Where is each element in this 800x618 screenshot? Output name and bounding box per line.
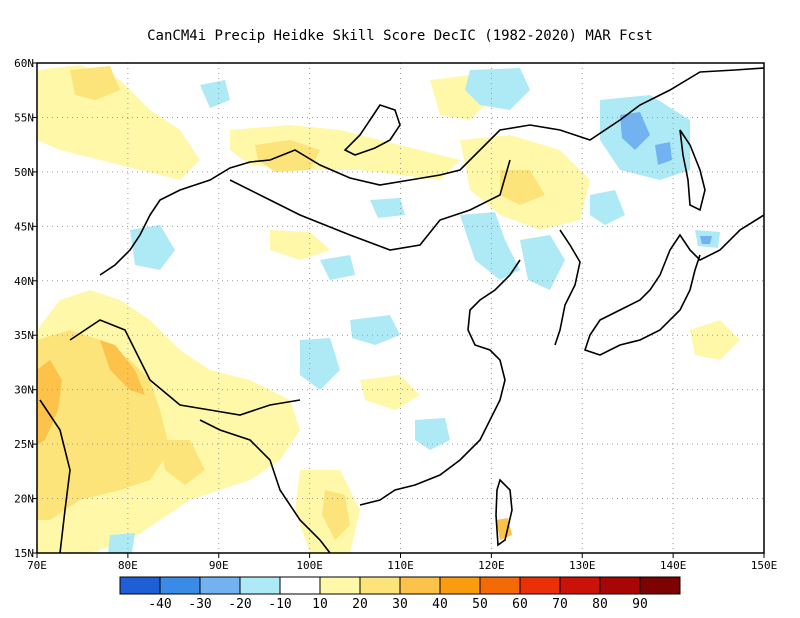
colorbar-swatch — [239, 576, 281, 595]
coastline-outline — [39, 67, 764, 553]
lon-tick-label: 80E — [118, 559, 138, 572]
colorbar-label: -40 — [148, 597, 171, 612]
country-border — [69, 319, 301, 416]
positive-skill-region — [360, 375, 420, 410]
colorbar-swatch — [199, 576, 241, 595]
coastline — [583, 214, 764, 356]
colorbar-swatch — [639, 576, 681, 595]
lon-tick-label: 130E — [569, 559, 596, 572]
coastline — [99, 67, 764, 276]
colorbar-label: 50 — [472, 597, 488, 612]
colorbar-swatch — [279, 576, 321, 595]
lon-tick-label: 100E — [296, 559, 323, 572]
positive-skill-region — [690, 320, 740, 360]
colorbar: -40 -30 -20 -10 10 20 30 40 50 60 70 80 90 — [119, 576, 681, 612]
colorbar-swatch — [559, 576, 601, 595]
lat-tick-label: 35N — [14, 329, 34, 342]
lon-tick-label: 140E — [660, 559, 687, 572]
lat-tick-label: 30N — [14, 384, 34, 397]
lat-tick-label: 45N — [14, 220, 34, 233]
negative-skill-region — [200, 80, 230, 108]
colorbar-swatch — [159, 576, 201, 595]
lat-tick-label: 40N — [14, 275, 34, 288]
colorbar-label: 90 — [632, 597, 648, 612]
lat-tick-label: 50N — [14, 166, 34, 179]
map-title: CanCM4i Precip Heidke Skill Score DecIC … — [147, 28, 653, 44]
skill-score-field — [37, 65, 740, 553]
coastline — [554, 229, 581, 346]
negative-skill-region — [108, 533, 135, 553]
colorbar-swatch — [319, 576, 361, 595]
lon-tick-label: 90E — [209, 559, 229, 572]
colorbar-label: -30 — [188, 597, 211, 612]
colorbar-swatch — [479, 576, 521, 595]
lon-tick-label: 70E — [27, 559, 47, 572]
positive-skill-region — [160, 440, 205, 485]
negative-skill-region — [370, 198, 405, 218]
lat-tick-label: 55N — [14, 111, 34, 124]
positive-skill-region — [322, 490, 350, 540]
colorbar-label: 80 — [592, 597, 608, 612]
positive-skill-region — [255, 140, 320, 172]
lat-tick-label: 15N — [14, 547, 34, 560]
island — [495, 478, 513, 547]
negative-skill-region — [320, 255, 355, 280]
positive-skill-region — [37, 360, 62, 445]
colorbar-label: 30 — [392, 597, 408, 612]
lon-tick-label: 120E — [478, 559, 505, 572]
map-axes: 70E 80E 90E 100E 110E 120E 130E 140E 150E 15N 20N 2… — [14, 57, 777, 572]
positive-skill-region — [270, 230, 330, 260]
negative-skill-region — [520, 235, 565, 290]
negative-skill-region — [460, 212, 520, 280]
island — [343, 104, 401, 156]
coastline — [359, 259, 521, 506]
negative-skill-region — [415, 418, 450, 450]
negative-skill-region — [350, 315, 400, 345]
lat-tick-label: 20N — [14, 493, 34, 506]
colorbar-label: -10 — [268, 597, 291, 612]
colorbar-swatch — [439, 576, 481, 595]
negative-skill-region — [300, 338, 340, 390]
colorbar-swatch — [359, 576, 401, 595]
negative-skill-region — [700, 236, 712, 244]
lon-tick-label: 150E — [751, 559, 778, 572]
lat-tick-label: 60N — [14, 57, 34, 70]
negative-skill-region — [655, 142, 672, 165]
colorbar-swatch — [519, 576, 561, 595]
negative-skill-region — [465, 68, 530, 110]
lat-tick-label: 25N — [14, 438, 34, 451]
colorbar-label: -20 — [228, 597, 251, 612]
colorbar-label: 70 — [552, 597, 568, 612]
coastline — [39, 399, 71, 553]
colorbar-swatch — [599, 576, 641, 595]
positive-skill-region — [37, 65, 200, 180]
colorbar-label: 40 — [432, 597, 448, 612]
positive-skill-region — [500, 170, 545, 205]
positive-skill-region — [70, 66, 120, 100]
colorbar-swatch — [399, 576, 441, 595]
coastline — [199, 419, 331, 553]
colorbar-label: 60 — [512, 597, 528, 612]
negative-skill-region — [130, 225, 175, 270]
colorbar-label: 10 — [312, 597, 328, 612]
colorbar-swatch — [119, 576, 161, 595]
positive-skill-region — [100, 340, 145, 395]
gridlines — [37, 63, 764, 553]
negative-skill-region — [590, 190, 625, 225]
country-border — [229, 159, 511, 251]
positive-skill-region — [496, 518, 512, 540]
lon-tick-label: 110E — [387, 559, 414, 572]
colorbar-label: 20 — [352, 597, 368, 612]
island — [679, 129, 706, 212]
negative-skill-region — [620, 112, 650, 150]
